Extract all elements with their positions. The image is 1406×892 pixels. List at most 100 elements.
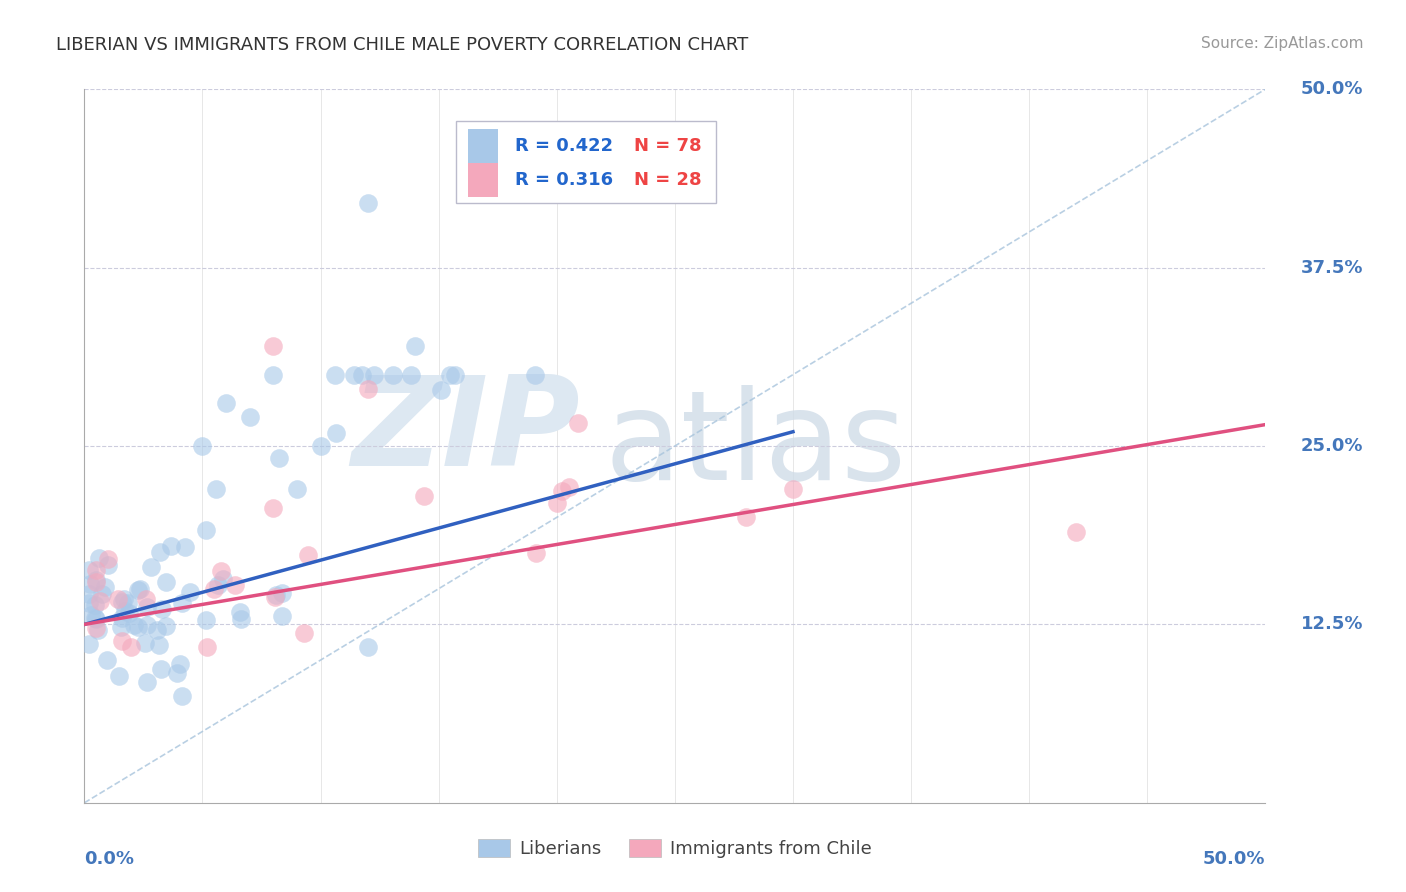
Point [107, 592, 129, 607]
Point [209, 564, 232, 578]
Text: 50.0%: 50.0% [1301, 80, 1364, 98]
Point [343, 368, 366, 382]
Point [84, 610, 107, 624]
Point [211, 572, 233, 586]
Point [262, 368, 284, 382]
Point [229, 605, 252, 619]
Text: 12.5%: 12.5% [1301, 615, 1364, 633]
Point [112, 592, 135, 607]
Point [734, 510, 756, 524]
Point [77, 563, 100, 577]
Point [325, 368, 347, 382]
Point [401, 368, 423, 382]
Point [77, 637, 100, 651]
Point [357, 382, 380, 396]
Point [150, 602, 173, 616]
Point [363, 368, 385, 382]
Point [292, 626, 315, 640]
Point [127, 619, 149, 633]
Point [114, 604, 136, 618]
Point [267, 451, 290, 466]
Point [110, 611, 132, 625]
Point [195, 523, 218, 537]
Text: 0.0%: 0.0% [84, 850, 135, 868]
Point [309, 439, 332, 453]
Point [325, 426, 347, 441]
Point [155, 574, 177, 589]
Point [136, 617, 159, 632]
Point [84, 574, 107, 589]
Point [97, 552, 120, 566]
Point [404, 339, 426, 353]
Point [77, 596, 100, 610]
Point [430, 384, 453, 398]
Text: ZIP: ZIP [352, 371, 581, 492]
Point [285, 482, 308, 496]
Point [146, 624, 169, 638]
Point [111, 595, 134, 609]
Text: Source: ZipAtlas.com: Source: ZipAtlas.com [1201, 36, 1364, 51]
Point [89, 594, 111, 608]
Point [139, 560, 162, 574]
Point [551, 483, 574, 498]
Point [117, 596, 139, 610]
Point [172, 689, 194, 703]
Point [84, 621, 107, 635]
Point [149, 544, 172, 558]
Point [546, 496, 568, 510]
Point [77, 587, 100, 601]
Point [266, 588, 288, 602]
FancyBboxPatch shape [457, 121, 716, 203]
Point [80, 607, 103, 622]
Point [270, 609, 292, 624]
Point [135, 592, 157, 607]
Point [96, 653, 118, 667]
Text: 50.0%: 50.0% [1204, 850, 1265, 868]
Point [122, 618, 145, 632]
Point [224, 577, 246, 591]
Point [557, 480, 579, 494]
Legend: Liberians, Immigrants from Chile: Liberians, Immigrants from Chile [471, 831, 879, 865]
Point [207, 578, 229, 592]
Point [174, 541, 197, 555]
Point [357, 196, 380, 211]
Point [413, 489, 436, 503]
Point [155, 619, 177, 633]
Point [204, 482, 226, 496]
Text: R = 0.422: R = 0.422 [516, 137, 613, 155]
Point [439, 368, 461, 382]
Point [172, 596, 194, 610]
Text: atlas: atlas [605, 385, 905, 507]
Point [127, 582, 149, 597]
Point [1066, 524, 1088, 539]
Point [135, 674, 157, 689]
Text: N = 28: N = 28 [634, 171, 702, 189]
Point [84, 598, 107, 612]
Point [262, 339, 284, 353]
Point [523, 368, 546, 382]
Point [782, 482, 804, 496]
Point [160, 539, 183, 553]
Point [111, 633, 134, 648]
Point [91, 587, 114, 601]
Point [86, 574, 108, 588]
Point [107, 669, 129, 683]
Point [443, 368, 465, 382]
Point [202, 582, 225, 596]
Point [357, 640, 380, 655]
Point [110, 619, 132, 633]
Bar [468, 162, 498, 197]
Text: LIBERIAN VS IMMIGRANTS FROM CHILE MALE POVERTY CORRELATION CHART: LIBERIAN VS IMMIGRANTS FROM CHILE MALE P… [56, 36, 748, 54]
Point [84, 612, 107, 626]
Point [194, 613, 217, 627]
Point [87, 624, 110, 638]
Point [239, 410, 262, 425]
Bar [468, 129, 498, 163]
Point [136, 599, 159, 614]
Point [128, 582, 150, 596]
Text: N = 78: N = 78 [634, 137, 702, 155]
Point [352, 368, 374, 382]
Point [382, 368, 405, 382]
Point [270, 586, 292, 600]
Point [148, 638, 170, 652]
